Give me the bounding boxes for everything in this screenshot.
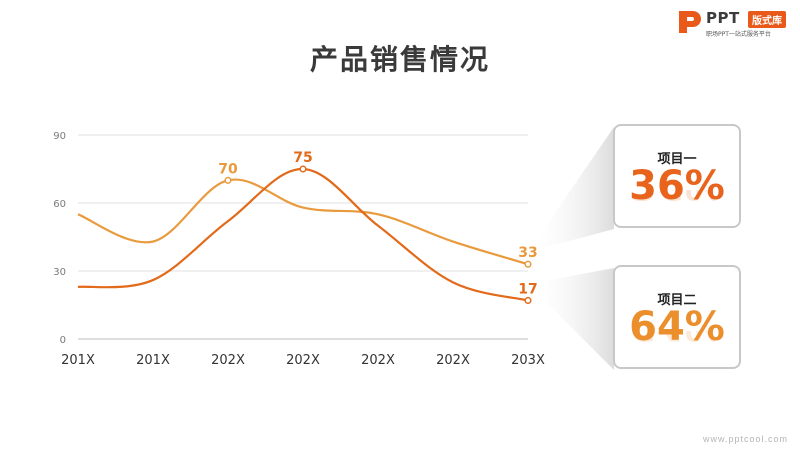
series-1-data-label: 70 [218,161,238,177]
x-tick-label: 201X [136,353,170,368]
x-tick-label: 202X [211,353,245,368]
y-tick-label: 30 [53,267,66,278]
stat-card-2: 项目二 64% 64% [613,265,741,369]
brand-tagline: 职场PPT一站式服务平台 [706,31,771,38]
brand-logo: PPT 版式库 职场PPT一站式服务平台 [676,8,794,38]
y-tick-label: 60 [53,199,66,210]
watermark: www.pptcool.com [702,434,788,444]
y-tick-label: 90 [53,131,66,142]
stat-card-1-label: 项目一 [657,152,697,167]
x-tick-label: 202X [286,353,320,368]
series-1-data-label: 33 [518,245,537,261]
series-2-data-label: 75 [293,150,312,166]
chart-title: 产品销售情况 [309,43,490,76]
callout-beam-1 [528,127,614,252]
series-1-point [224,176,232,184]
stat-card-2-value: 64% [629,304,725,350]
stat-card-1-value: 36% [629,163,725,209]
x-tick-label: 202X [361,353,395,368]
y-tick-label: 0 [60,335,66,346]
brand-name: PPT [706,9,740,27]
series-2-point [524,296,532,305]
series-2-data-label: 17 [518,281,537,297]
series-2-line [77,167,529,302]
series-1-point [524,260,532,268]
brand-badge: 版式库 [748,11,786,28]
stat-card-2-label: 项目二 [657,293,697,308]
stat-card-1: 项目一 36% 36% [613,124,741,228]
series-1-line [77,178,529,266]
brand-mark-icon [679,11,701,33]
x-tick-label: 201X [61,353,95,368]
callout-beam-2 [528,268,614,370]
x-tick-label: 203X [511,353,545,368]
stat-card-1-reflection: 36% [615,190,739,206]
series-2-point [299,165,307,173]
stat-card-2-reflection: 64% [615,331,739,347]
x-tick-label: 202X [436,353,470,368]
